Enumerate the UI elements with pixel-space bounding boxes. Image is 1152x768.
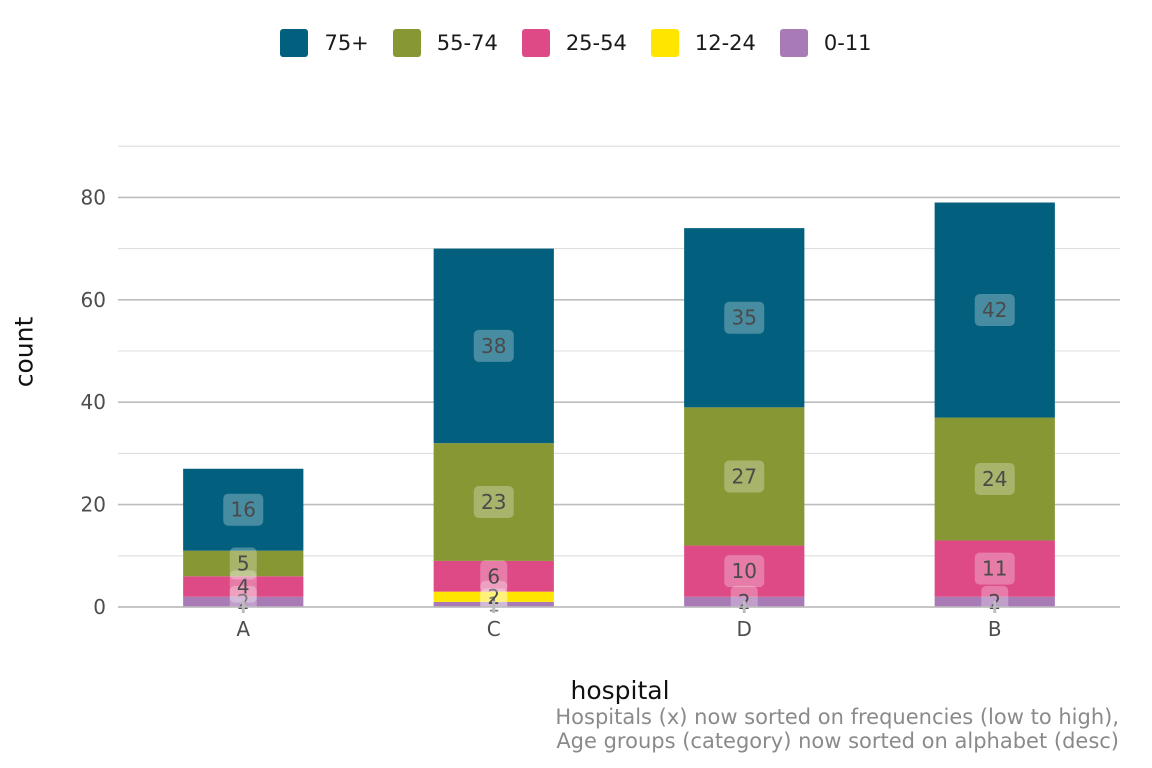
legend-label-75+: 75+ [324,31,369,55]
x-axis-title: hospital [570,676,670,705]
bar-stacks [183,202,1055,607]
caption-line-2: Age groups (category) now sorted on alph… [556,729,1119,753]
data-label-box-A-25-54 [229,570,257,603]
bar-segment-B-55-74 [934,417,1055,541]
legend-item-25-54: 25-54 [521,29,627,57]
data-label-box-D-25-54 [724,555,765,588]
x-tick-label-B: B [988,617,1002,641]
data-label-box-C-55-74 [473,486,514,519]
data-label-D-55-74: 27 [732,464,757,488]
legend-item-75+: 75+ [280,29,369,57]
legend-item-55-74: 55-74 [392,29,498,57]
bar-segment-B-25-54 [934,540,1055,597]
data-label-box-D-75+ [724,301,765,334]
data-label-C-75+: 38 [481,334,506,358]
y-tick-label-0: 0 [93,595,106,619]
x-tick-label-D: D [737,617,752,641]
data-label-A-55-74: 5 [237,551,250,575]
y-axis: 0 20 40 60 80 [81,185,106,619]
legend-swatch-55-74 [392,29,421,57]
y-tick-label-40: 40 [81,390,106,414]
data-label-box-A-75+ [223,493,264,526]
data-label-box-B-75+ [974,294,1015,327]
bar-segment-D-55-74 [684,407,805,546]
x-tick-label-A: A [236,617,250,641]
legend-item-0-11: 0-11 [779,29,872,57]
data-label-box-C-25-54 [480,560,508,593]
legend-swatch-25-54 [521,29,550,57]
legend-label-12-24: 12-24 [694,31,756,55]
data-label-box-B-55-74 [974,463,1015,495]
legend-swatch-12-24 [650,29,679,57]
y-tick-label-80: 80 [81,185,106,209]
bar-segment-C-25-54 [433,560,554,592]
data-label-D-75+: 35 [732,306,757,330]
y-axis-title: count [9,316,39,388]
bar-segment-C-12-24 [433,591,554,602]
bar-segment-B-75+ [934,202,1055,418]
y-tick-label-20: 20 [81,493,106,517]
data-label-box-A-55-74 [229,547,257,580]
data-label-B-75+: 42 [982,298,1007,322]
data-label-B-25-54: 11 [982,557,1007,581]
legend-label-25-54: 25-54 [565,31,627,55]
legend-swatch-75+ [280,29,309,57]
legend-swatch-0-11 [779,29,808,57]
legend-item-12-24: 12-24 [650,29,756,57]
bar-segment-A-75+ [183,468,304,551]
data-label-box-C-12-24 [480,580,508,613]
data-label-C-55-74: 23 [481,490,506,514]
data-label-C-25-54: 6 [487,564,500,588]
bar-segment-A-55-74 [183,550,304,577]
data-label-A-25-54: 4 [237,575,250,599]
legend-label-0-11: 0-11 [823,31,872,55]
data-label-B-55-74: 24 [982,467,1007,491]
data-label-D-25-54: 10 [732,559,757,583]
x-tick-label-C: C [487,617,501,641]
bar-segment-D-75+ [684,228,805,408]
caption-line-1: Hospitals (x) now sorted on frequencies … [555,705,1119,729]
bar-segment-C-75+ [433,248,554,444]
data-label-C-12-24: 2 [487,585,500,609]
data-label-box-C-75+ [473,329,514,362]
legend-label-55-74: 55-74 [436,31,498,55]
bar-segment-C-55-74 [433,443,554,561]
bar-segment-A-25-54 [183,576,304,597]
data-label-box-B-25-54 [974,552,1015,585]
data-labels: 24516126233821027352112442 [223,294,1015,621]
legend: 75+ 55-74 25-54 12-24 0-11 [0,26,1152,60]
data-label-box-D-55-74 [724,460,765,493]
data-label-A-75+: 16 [231,498,256,522]
bar-segment-D-25-54 [684,545,805,597]
y-tick-label-60: 60 [81,288,106,312]
